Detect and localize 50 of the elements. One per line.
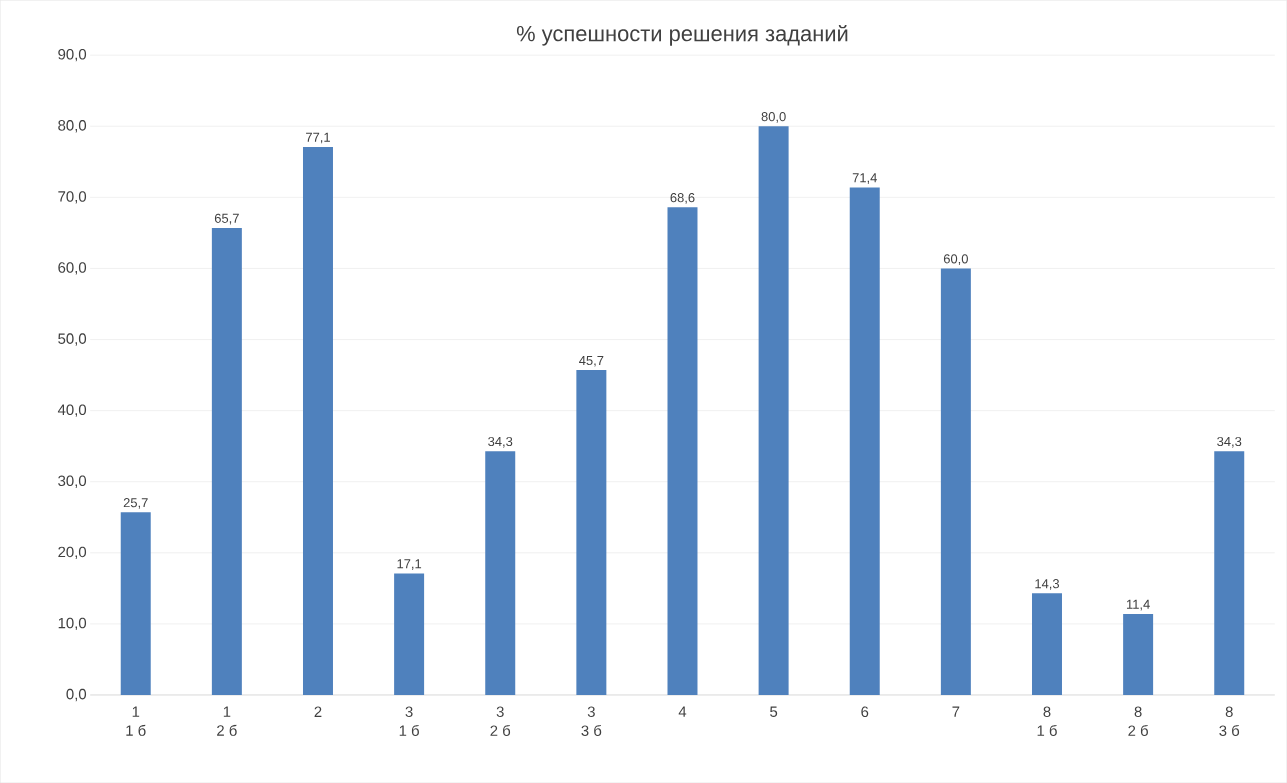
bar — [940, 268, 971, 695]
bar — [394, 573, 425, 695]
data-label: 65,7 — [214, 213, 239, 225]
data-label: 34,3 — [1217, 436, 1242, 448]
bar — [758, 126, 789, 695]
data-label: 17,1 — [397, 559, 422, 570]
bar — [1123, 613, 1154, 695]
bar — [1214, 451, 1245, 695]
y-tick-label: 60,0 — [58, 262, 87, 275]
bar — [849, 187, 880, 695]
bar — [1032, 593, 1062, 695]
x-tick-label: 3 3 б — [581, 706, 602, 736]
chart-title: % успешности решения заданий — [516, 24, 848, 46]
x-tick-label: 6 — [861, 706, 869, 717]
y-tick-label: 0,0 — [66, 688, 87, 702]
y-tick-label: 70,0 — [58, 191, 87, 204]
data-label: 14,3 — [1035, 579, 1060, 590]
data-label: 11,4 — [1126, 599, 1150, 611]
x-tick-label: 1 2 б — [217, 706, 237, 736]
y-tick-label: 30,0 — [58, 475, 87, 488]
bar — [485, 451, 516, 695]
bar — [120, 512, 151, 695]
x-tick-label: 7 — [952, 706, 960, 717]
y-tick-label: 10,0 — [58, 617, 87, 630]
x-tick-label: 4 — [678, 706, 687, 717]
y-tick-label: 90,0 — [58, 48, 87, 62]
x-tick-label: 2 — [314, 706, 322, 717]
data-label: 68,6 — [670, 193, 695, 204]
y-tick-label: 80,0 — [58, 120, 87, 133]
data-label: 60,0 — [943, 254, 968, 265]
y-tick-label: 50,0 — [58, 333, 87, 346]
x-tick-label: 8 1 б — [1037, 706, 1057, 736]
x-tick-label: 8 3 б — [1219, 706, 1240, 736]
y-tick-label: 20,0 — [58, 546, 87, 559]
x-tick-label: 3 2 б — [490, 706, 511, 736]
data-label: 34,3 — [488, 436, 513, 448]
data-label: 71,4 — [852, 173, 877, 184]
bar — [211, 227, 242, 695]
y-tick-label: 40,0 — [57, 404, 87, 417]
x-tick-label: 1 1 б — [126, 706, 146, 736]
bar — [667, 207, 698, 695]
data-label: 80,0 — [761, 111, 786, 123]
data-label: 45,7 — [579, 355, 604, 367]
x-tick-label: 5 — [770, 706, 778, 717]
x-tick-label: 3 1 б — [399, 706, 419, 736]
bar — [576, 370, 607, 695]
x-tick-label: 8 2 б — [1128, 706, 1148, 736]
data-label: 77,1 — [306, 132, 330, 144]
data-label: 25,7 — [123, 497, 148, 509]
bar — [302, 146, 333, 695]
